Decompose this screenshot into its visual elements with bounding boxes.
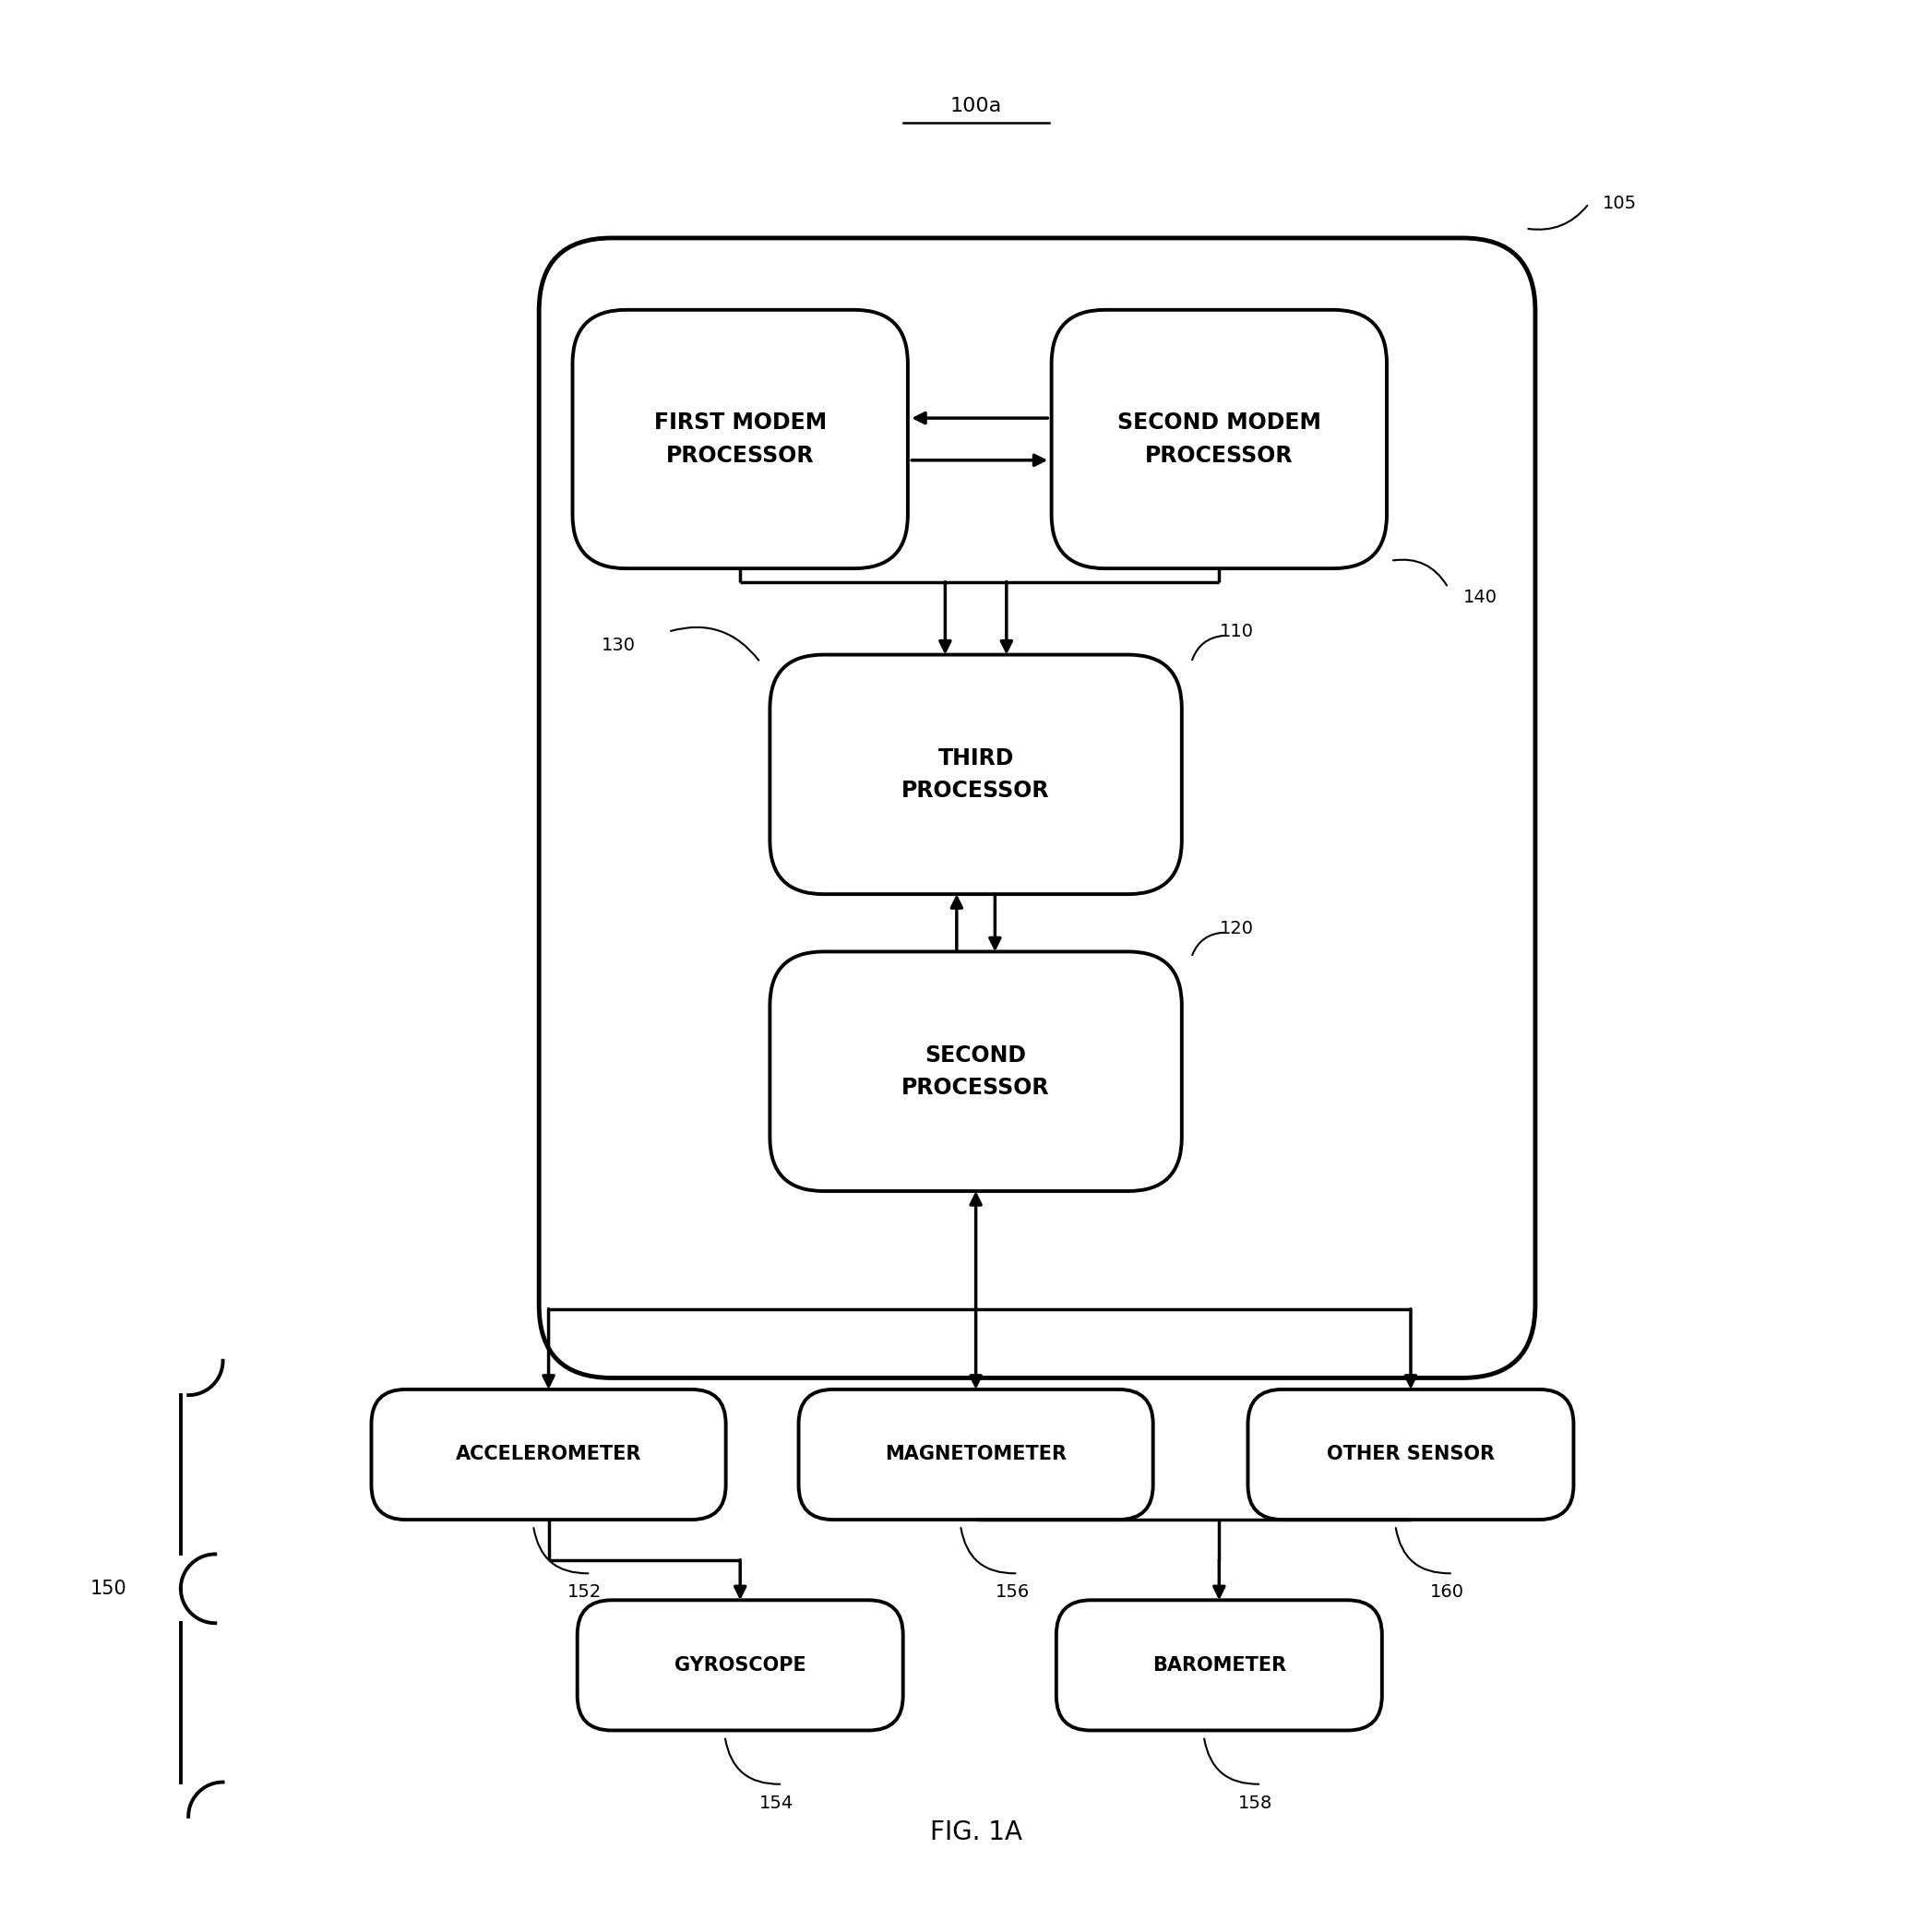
Text: 110: 110: [1220, 622, 1254, 639]
Text: 154: 154: [759, 1795, 793, 1812]
Text: FIRST MODEM
PROCESSOR: FIRST MODEM PROCESSOR: [653, 412, 826, 466]
Text: 160: 160: [1429, 1584, 1464, 1602]
FancyBboxPatch shape: [770, 655, 1181, 895]
FancyBboxPatch shape: [1057, 1600, 1381, 1731]
FancyBboxPatch shape: [578, 1600, 903, 1731]
Text: 120: 120: [1220, 920, 1254, 937]
Text: 130: 130: [601, 636, 636, 653]
Text: SECOND MODEM
PROCESSOR: SECOND MODEM PROCESSOR: [1118, 412, 1322, 466]
Text: MAGNETOMETER: MAGNETOMETER: [886, 1445, 1066, 1464]
FancyBboxPatch shape: [371, 1389, 726, 1520]
FancyBboxPatch shape: [1249, 1389, 1573, 1520]
Text: THIRD
PROCESSOR: THIRD PROCESSOR: [901, 748, 1051, 802]
Text: FIG. 1A: FIG. 1A: [930, 1820, 1022, 1845]
FancyBboxPatch shape: [1051, 309, 1387, 568]
Text: 156: 156: [995, 1584, 1030, 1602]
Text: 158: 158: [1239, 1795, 1274, 1812]
Text: 100a: 100a: [949, 97, 1001, 116]
FancyBboxPatch shape: [540, 238, 1535, 1378]
Text: 105: 105: [1602, 195, 1637, 213]
Text: GYROSCOPE: GYROSCOPE: [674, 1656, 807, 1675]
FancyBboxPatch shape: [770, 952, 1181, 1192]
FancyBboxPatch shape: [572, 309, 909, 568]
Text: 150: 150: [90, 1578, 127, 1598]
FancyBboxPatch shape: [799, 1389, 1153, 1520]
Text: SECOND
PROCESSOR: SECOND PROCESSOR: [901, 1043, 1051, 1099]
Text: 140: 140: [1464, 589, 1498, 607]
Text: 152: 152: [569, 1584, 601, 1602]
Text: ACCELEROMETER: ACCELEROMETER: [455, 1445, 642, 1464]
Text: BAROMETER: BAROMETER: [1153, 1656, 1285, 1675]
Text: OTHER SENSOR: OTHER SENSOR: [1327, 1445, 1495, 1464]
